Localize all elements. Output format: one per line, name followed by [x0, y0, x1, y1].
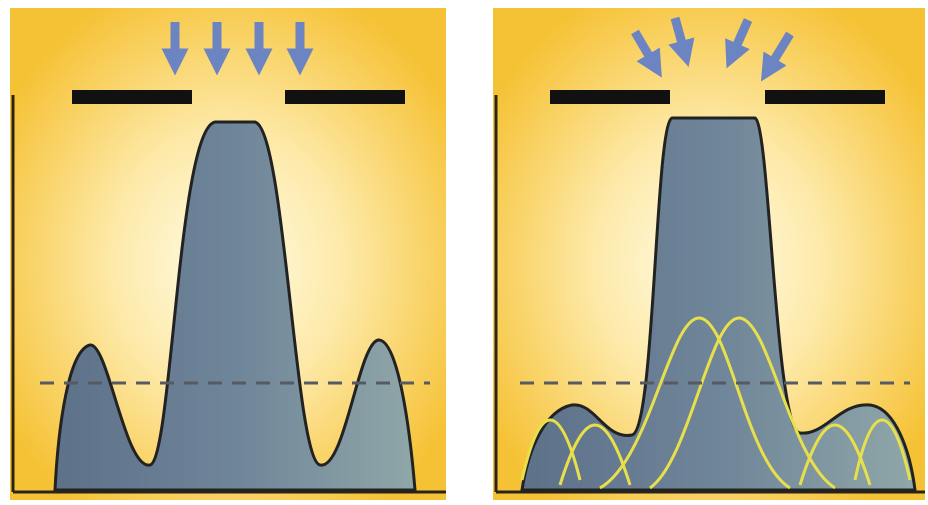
mask-bar	[550, 90, 670, 104]
panel-right	[493, 8, 925, 500]
body	[0, 0, 928, 505]
mask-bar	[765, 90, 885, 104]
panel-left	[10, 8, 446, 500]
page: {} html, body { margin: 0; padding: 0; b…	[0, 0, 928, 505]
diagram	[0, 0, 928, 505]
mask-bar	[285, 90, 405, 104]
mask-bar	[72, 90, 192, 104]
